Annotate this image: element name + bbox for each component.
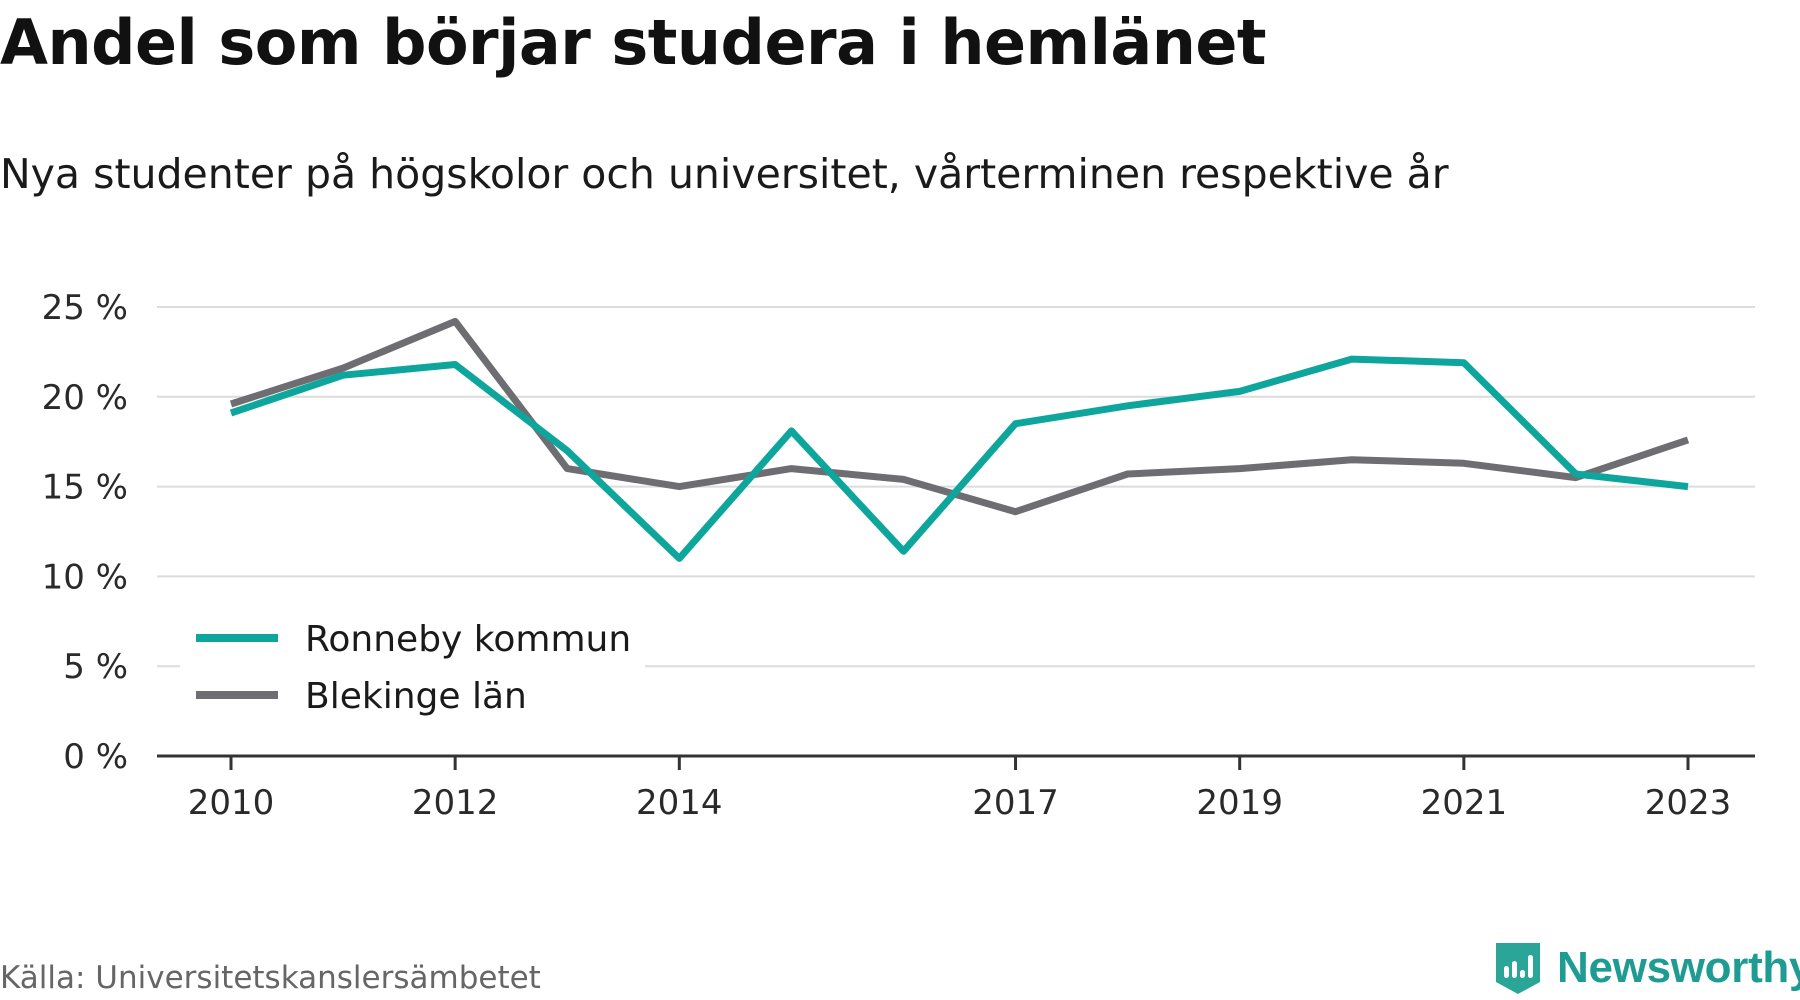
brand-logo: Newsworthy: [1493, 940, 1800, 996]
x-tick-label: 2023: [1645, 783, 1732, 823]
series-line-ronneby-kommun: [229, 355, 1689, 562]
y-tick-label: 20 %: [42, 378, 128, 418]
legend-label: Ronneby kommun: [305, 619, 631, 660]
x-axis-ticks: 2010 2012 2014 2017 2019 2021 2023: [188, 756, 1732, 823]
legend-background: [180, 598, 645, 708]
newsworthy-logo-icon: [1496, 943, 1540, 994]
y-tick-label: 25 %: [42, 288, 128, 328]
series-lines: [229, 317, 1690, 562]
x-tick-label: 2014: [636, 783, 723, 823]
x-tick-label: 2021: [1421, 783, 1508, 823]
x-tick-label: 2010: [188, 783, 275, 823]
source-note: Källa: Universitetskanslersämbetet: [0, 960, 541, 996]
brand-name: Newsworthy: [1557, 943, 1800, 992]
x-tick-label: 2012: [412, 783, 499, 823]
y-axis-ticks: 0 % 5 % 10 % 15 % 20 % 25 %: [42, 288, 128, 777]
x-tick-label: 2017: [972, 783, 1059, 823]
series-line-blekinge-lan: [229, 317, 1690, 516]
y-tick-label: 10 %: [42, 557, 128, 597]
x-tick-label: 2019: [1196, 783, 1283, 823]
y-tick-label: 15 %: [42, 468, 128, 508]
y-tick-label: 0 %: [63, 737, 128, 777]
legend: Ronneby kommun Blekinge län: [180, 598, 645, 717]
chart-title: Andel som börjar studera i hemlänet: [0, 6, 1267, 79]
y-tick-label: 5 %: [63, 647, 128, 687]
legend-label: Blekinge län: [305, 676, 527, 717]
chart-subtitle: Nya studenter på högskolor och universit…: [0, 150, 1449, 198]
